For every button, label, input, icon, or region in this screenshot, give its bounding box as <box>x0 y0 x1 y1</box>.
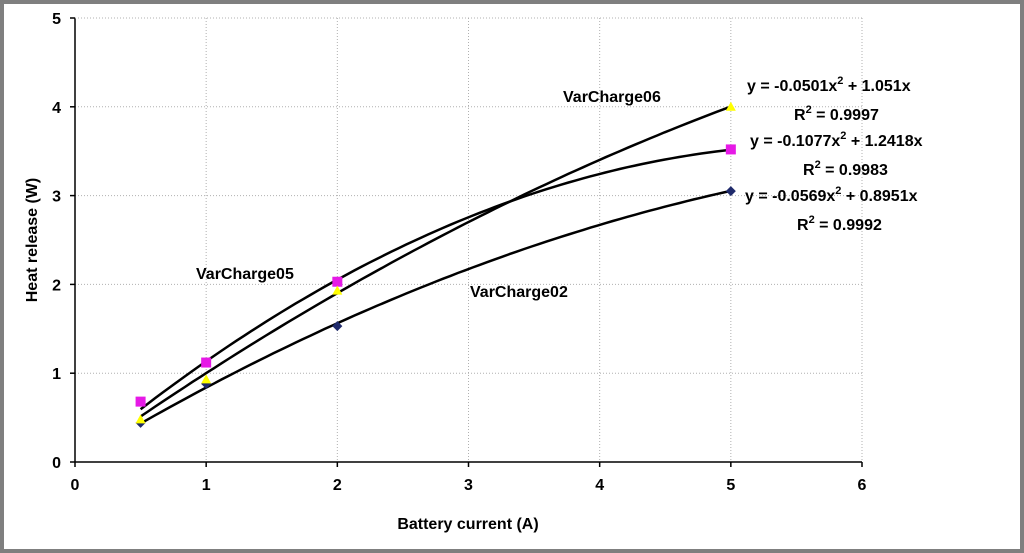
r-squared-text: R2 = 0.9992 <box>797 214 882 234</box>
x-tick-label: 5 <box>726 477 735 494</box>
point-varcharge05 <box>725 144 736 155</box>
point-varcharge05 <box>135 396 146 407</box>
x-tick-label: 3 <box>464 477 473 494</box>
trendlines <box>139 105 732 425</box>
trendline-varcharge06 <box>139 105 732 418</box>
y-tick-label: 5 <box>52 11 61 28</box>
equation-text: y = -0.1077x2 + 1.2418x <box>750 130 923 150</box>
data-points <box>135 101 736 428</box>
x-tick-label: 6 <box>858 477 867 494</box>
equation-text: y = -0.0569x2 + 0.8951x <box>745 185 918 205</box>
y-tick-label: 2 <box>52 277 61 294</box>
y-tick-label: 3 <box>52 189 61 206</box>
point-varcharge05 <box>201 357 212 368</box>
equation-varcharge06: y = -0.0501x2 + 1.051x R2 = 0.9997 <box>747 75 911 124</box>
r-squared-text: R2 = 0.9997 <box>794 104 879 124</box>
tick-labels: 0 1 2 3 4 5 6 0 1 2 3 4 5 <box>52 11 866 494</box>
y-tick-label: 4 <box>52 100 61 117</box>
annotation-varcharge06: VarCharge06 <box>563 89 661 106</box>
point-varcharge06 <box>332 285 343 295</box>
gridlines <box>75 18 862 462</box>
point-varcharge05 <box>332 276 343 287</box>
y-tick-label: 1 <box>52 366 61 383</box>
point-varcharge02 <box>725 186 736 197</box>
annotation-varcharge05: VarCharge05 <box>196 266 294 283</box>
y-tick-label: 0 <box>52 455 61 472</box>
annotation-varcharge02: VarCharge02 <box>470 284 568 301</box>
x-tick-label: 0 <box>71 477 80 494</box>
x-axis-title: Battery current (A) <box>397 516 538 533</box>
x-tick-label: 4 <box>595 477 604 494</box>
trendline-varcharge05 <box>139 148 731 411</box>
point-varcharge06 <box>135 414 146 424</box>
x-tick-label: 2 <box>333 477 342 494</box>
point-varcharge06 <box>201 374 212 384</box>
trendline-varcharge02 <box>139 189 732 425</box>
equation-varcharge05: y = -0.1077x2 + 1.2418x R2 = 0.9983 <box>750 130 923 179</box>
point-varcharge06 <box>725 101 736 111</box>
equation-text: y = -0.0501x2 + 1.051x <box>747 75 911 95</box>
point-varcharge02 <box>332 321 343 332</box>
y-axis-title: Heat release (W) <box>24 178 41 303</box>
r-squared-text: R2 = 0.9983 <box>803 159 888 179</box>
x-tick-label: 1 <box>202 477 211 494</box>
equation-varcharge02: y = -0.0569x2 + 0.8951x R2 = 0.9992 <box>745 185 918 234</box>
